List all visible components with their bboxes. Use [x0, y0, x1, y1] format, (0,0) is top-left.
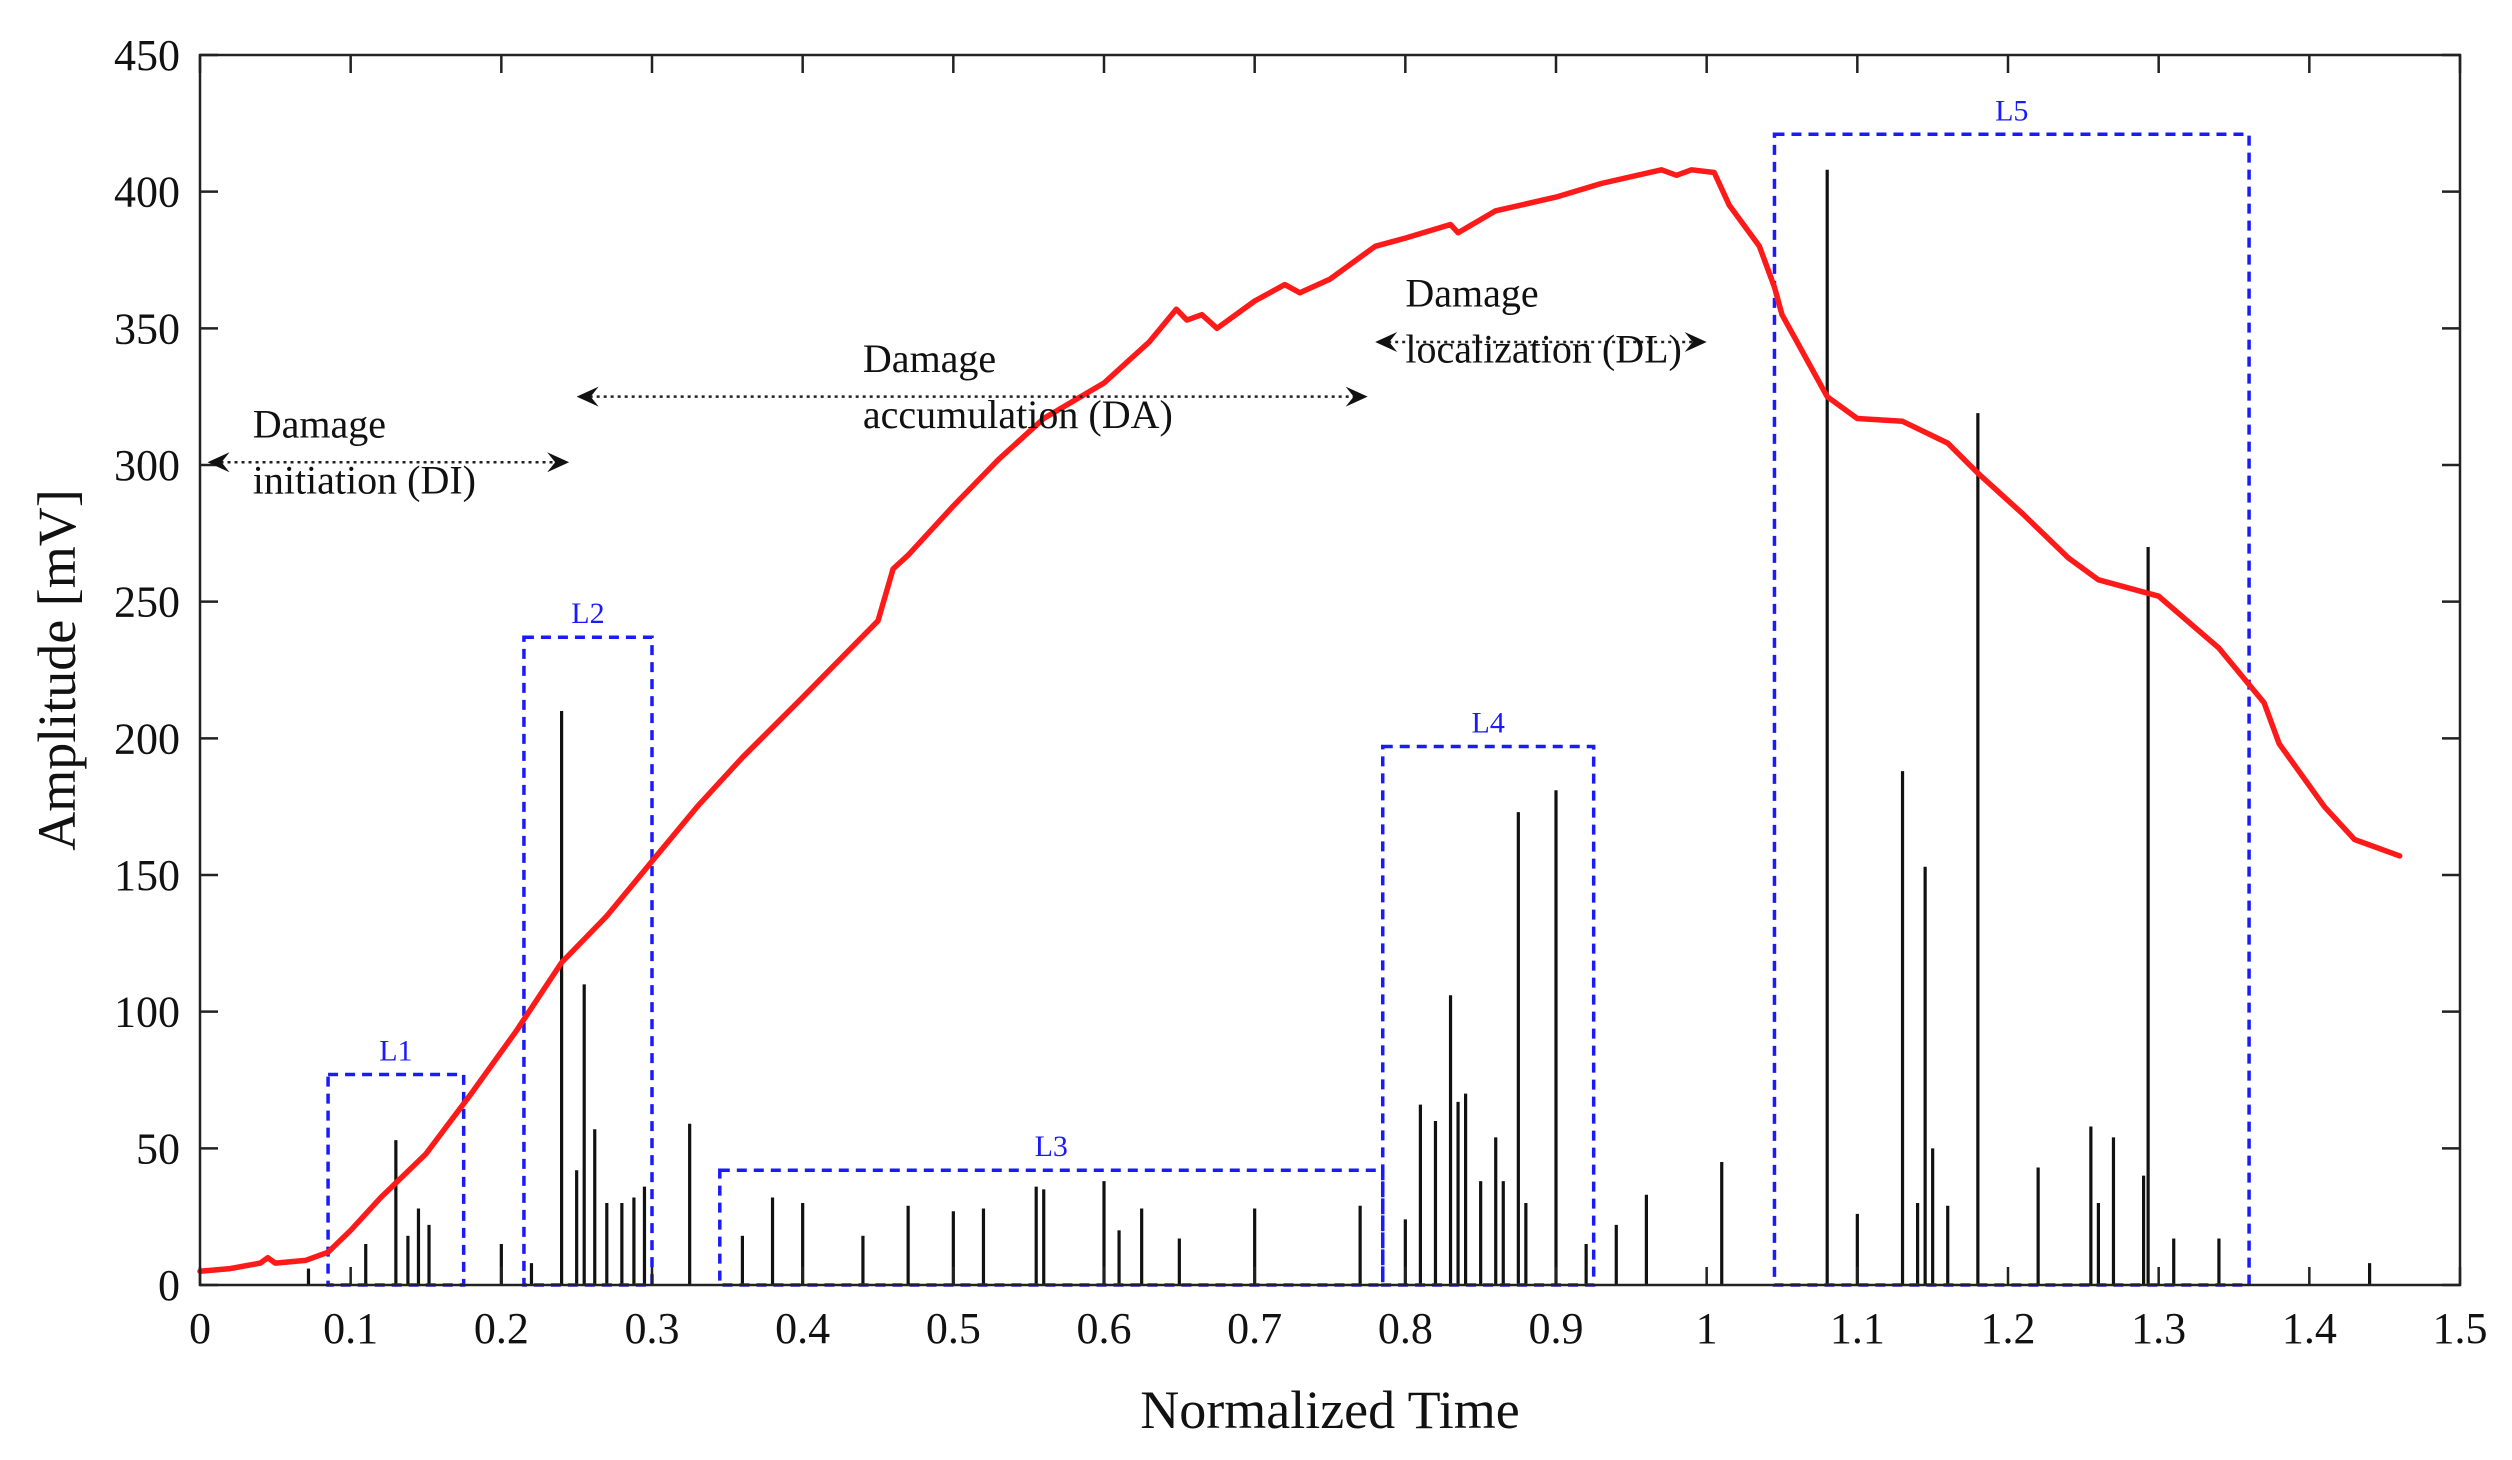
annotation-text: Damage	[863, 336, 996, 381]
x-tick-label: 0.2	[474, 1304, 529, 1353]
x-tick-label: 0.7	[1227, 1304, 1282, 1353]
y-tick-label: 0	[158, 1261, 180, 1310]
y-tick-label: 300	[114, 441, 180, 490]
axis-ticks: 0 0.1 0.2 0.3 0.4 0.5 0.6 0.7 0.8 0.9 1 1.1 1.2 1.3 1.…	[114, 31, 2488, 1353]
annotation-text: localization (DL)	[1405, 326, 1682, 371]
region-box-label: L2	[571, 597, 604, 630]
y-tick-label: 100	[114, 988, 180, 1037]
annotation-text: Damage	[1405, 270, 1538, 315]
x-tick-label: 1	[1696, 1304, 1718, 1353]
y-tick-label: 50	[136, 1124, 180, 1173]
annotation-text: accumulation (DA)	[863, 392, 1173, 437]
x-tick-label: 0.8	[1378, 1304, 1433, 1353]
y-tick-label: 350	[114, 304, 180, 353]
x-tick-label: 1.5	[2433, 1304, 2488, 1353]
y-tick-label: 450	[114, 31, 180, 80]
y-tick-label: 150	[114, 851, 180, 900]
plot-marks: L1 L2 L3 L4 L5	[197, 94, 2403, 1287]
y-tick-label: 200	[114, 714, 180, 763]
x-tick-label: 1.4	[2282, 1304, 2337, 1353]
annotation-arrow-head-right	[1345, 386, 1368, 407]
y-tick-label: 250	[114, 578, 180, 627]
annotation-arrow-head-right	[547, 452, 570, 473]
x-tick-label: 0.3	[625, 1304, 680, 1353]
x-tick-label: 0.6	[1077, 1304, 1132, 1353]
region-box-label: L5	[1995, 94, 2028, 127]
annotation-arrow-head-left	[1375, 332, 1398, 352]
region-box-label: L1	[379, 1035, 412, 1068]
plot-frame	[198, 53, 2462, 1287]
annotation-text: initiation (DI)	[253, 458, 476, 503]
annotations: Damage initiation (DI) Damage accumulation …	[207, 270, 1707, 503]
axes-frame	[198, 53, 2462, 1287]
region-box-label: L4	[1472, 707, 1505, 740]
x-tick-label: 0	[189, 1304, 211, 1353]
y-tick-label: 400	[114, 168, 180, 217]
x-tick-label: 0.1	[323, 1304, 378, 1353]
annotation-arrow-head-right	[1684, 332, 1707, 352]
x-axis-label: Normalized Time	[1140, 1380, 1519, 1440]
load-curve-line	[197, 167, 2403, 1275]
annotation-arrow-head-left	[207, 452, 230, 473]
x-tick-label: 0.9	[1529, 1304, 1584, 1353]
x-tick-label: 1.2	[1981, 1304, 2036, 1353]
y-axis-label: Amplitude [mV]	[27, 489, 87, 850]
x-tick-label: 0.5	[926, 1304, 981, 1353]
region-box-label: L3	[1035, 1130, 1068, 1163]
x-tick-label: 1.3	[2131, 1304, 2186, 1353]
x-tick-label: 0.4	[775, 1304, 830, 1353]
x-tick-label: 1.1	[1830, 1304, 1885, 1353]
annotation-text: Damage	[253, 402, 386, 447]
annotation-arrow-head-left	[576, 386, 599, 407]
